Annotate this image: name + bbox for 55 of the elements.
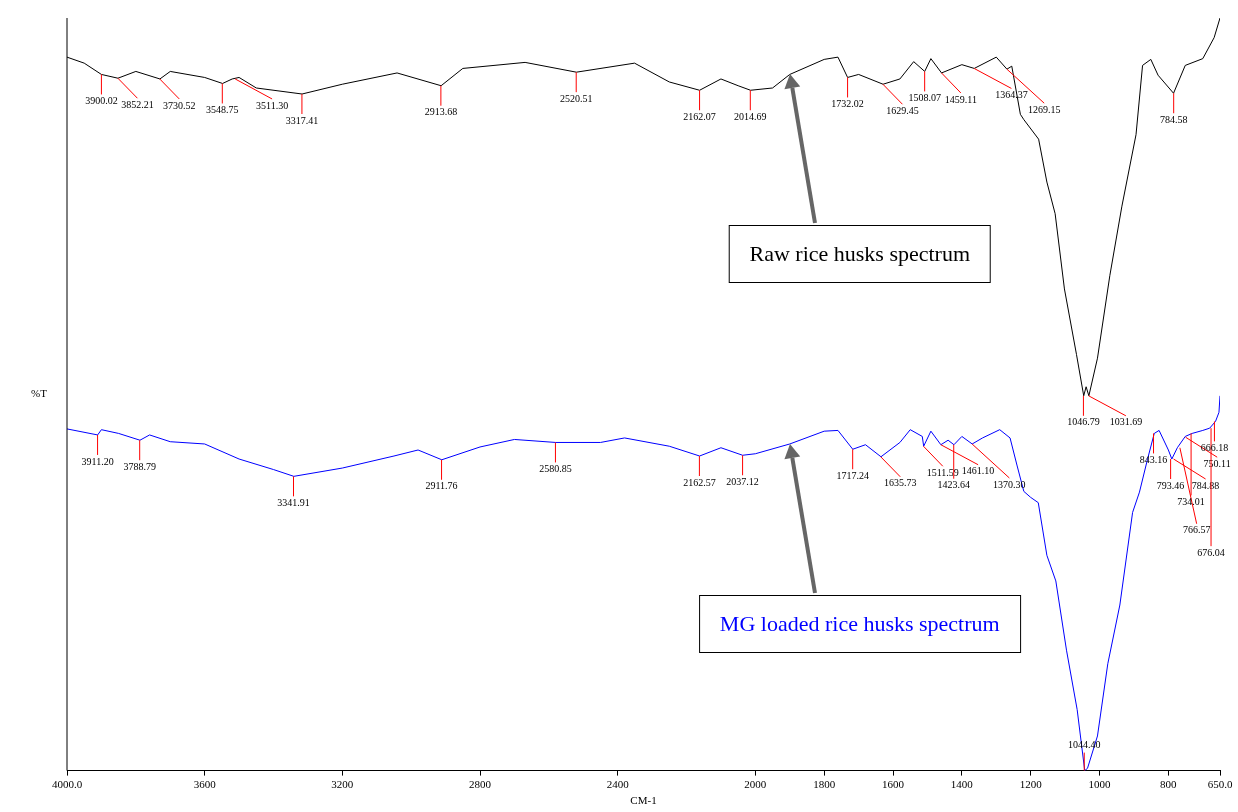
annotation: 766.57 (1182, 524, 1211, 536)
x-tick-label: 1000 (1088, 778, 1112, 791)
annotation: 784.88 (1191, 479, 1220, 491)
annotation: 784.58 (1159, 113, 1188, 125)
annotation: 2014.69 (734, 110, 767, 122)
annotation: 666.18 (1200, 442, 1229, 454)
y-axis-title: %T (31, 387, 48, 400)
annotation: 1629.45 (886, 104, 919, 116)
annotation: 676.04 (1197, 546, 1225, 558)
annotation: 3511.30 (256, 99, 289, 111)
x-tick-label: 2000 (744, 778, 767, 791)
annotation: 1635.73 (884, 477, 917, 489)
annotation: 3911.20 (81, 455, 114, 467)
x-tick-label: 1600 (882, 778, 905, 791)
annotation: 1732.02 (831, 98, 864, 110)
annotation: 2037.12 (726, 475, 759, 487)
annotation: 1508.07 (908, 92, 941, 104)
annotation: 1370.30 (993, 478, 1026, 490)
annotation: 1423.64 (937, 479, 970, 491)
annotation: 3730.52 (163, 99, 196, 111)
annotation: 3341.91 (277, 496, 310, 508)
annotation: 2913.68 (424, 106, 458, 118)
annotation: 1364.37 (995, 89, 1028, 101)
annotation: 3317.41 (285, 114, 319, 126)
x-tick-label: 1800 (813, 778, 836, 791)
x-tick-label: 4000.0 (51, 778, 83, 791)
annotation: 750.11 (1203, 457, 1231, 469)
annotation: 1459.11 (944, 93, 977, 105)
annotation: 1461.10 (961, 465, 995, 477)
x-tick-label: 2400 (606, 778, 630, 791)
text: Raw rice husks spectrum (728, 225, 992, 284)
annotation: 843.16 (1139, 454, 1168, 466)
annotation: 2520.51 (559, 92, 593, 104)
annotation: 2580.85 (539, 463, 572, 475)
x-tick-label: 2800 (469, 778, 492, 791)
annotation: 3788.79 (123, 460, 156, 472)
annotation: 793.46 (1156, 479, 1185, 491)
annotation: 2911.76 (425, 480, 458, 492)
annotation: 3548.75 (206, 104, 239, 116)
annotation: 2162.07 (683, 110, 716, 122)
annotation: 1717.24 (836, 469, 869, 481)
x-tick-label: 1200 (1019, 778, 1043, 791)
annotation: 3900.02 (85, 95, 118, 107)
x-tick-label: 3200 (331, 778, 354, 791)
annotation: 1046.79 (1067, 416, 1100, 428)
x-tick-label: 1400 (950, 778, 974, 791)
annotation: 2162.57 (683, 476, 716, 488)
annotation: 1269.15 (1027, 103, 1061, 115)
annotation: 1031.69 (1109, 416, 1143, 428)
x-tick-label: 3600 (193, 778, 217, 791)
annotation: 3852.21 (121, 98, 154, 110)
x-tick-label: 650.0 (1207, 778, 1233, 791)
x-tick-label: 800 (1160, 778, 1178, 791)
x-axis-title: CM-1 (630, 794, 657, 807)
text: MG loaded rice husks spectrum (698, 594, 1021, 653)
